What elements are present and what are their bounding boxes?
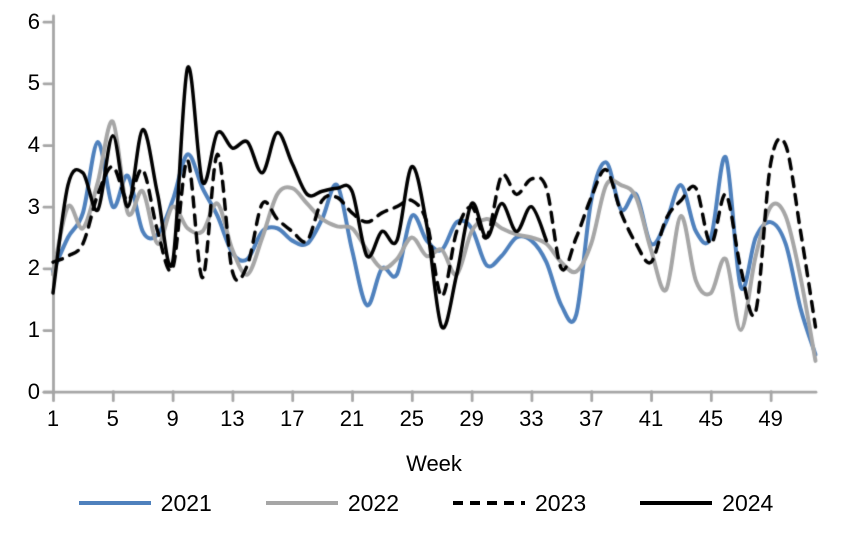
legend-line-2024 [640,501,713,505]
x-axis-title: Week [406,451,462,476]
x-tick-label: 49 [758,406,783,431]
y-tick-label: 1 [27,317,40,343]
legend-label-2022: 2022 [347,490,399,516]
legend-item-2021: 2021 [78,489,212,517]
x-tick-label: 13 [220,406,245,431]
x-tick-label: 37 [578,406,604,431]
legend-label-2021: 2021 [160,490,212,516]
x-tick-label: 17 [279,406,305,431]
x-tick-label: 45 [698,406,724,431]
legend-item-2022: 2022 [265,489,399,517]
y-tick-label: 6 [27,8,40,34]
y-tick-label: 0 [27,378,40,404]
legend-item-2024: 2024 [640,489,773,517]
x-tick-label: 9 [166,406,179,431]
x-tick-label: 1 [46,406,60,431]
legend-item-2023: 2023 [453,489,586,517]
legend-label-2023: 2023 [535,490,587,516]
y-tick-label: 5 [27,70,40,96]
legend-label-2024: 2024 [722,490,774,516]
y-tick-label: 4 [27,132,40,158]
x-tick-label: 21 [339,406,365,431]
legend: 2021 2022 2023 2024 [0,489,852,517]
x-tick-label: 29 [459,406,484,431]
legend-line-2023 [453,501,525,505]
x-tick-label: 5 [106,406,119,431]
x-tick-label: 41 [638,406,664,431]
y-tick-label: 3 [27,193,40,219]
x-tick-label: 25 [399,406,425,431]
legend-line-2022 [265,501,338,505]
legend-line-2021 [78,501,151,505]
y-tick-label: 2 [27,255,40,281]
x-tick-label: 33 [519,406,544,431]
